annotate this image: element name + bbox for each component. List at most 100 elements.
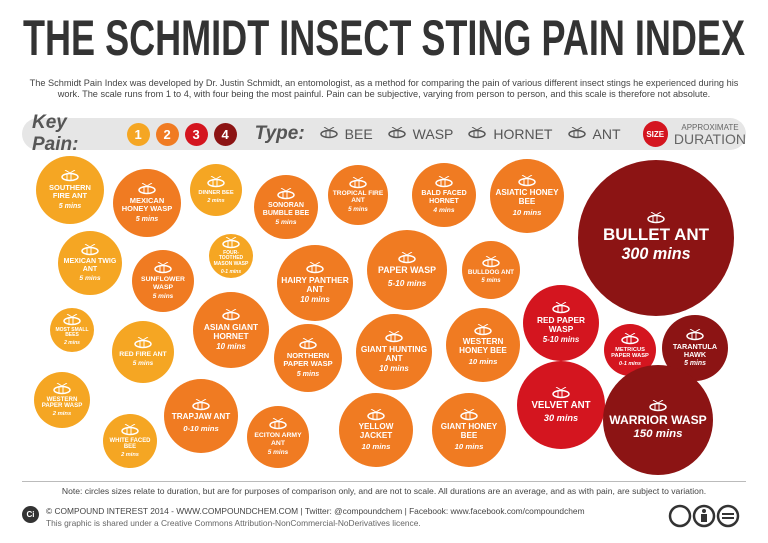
insect-duration: 0-1 mins [220, 268, 242, 275]
bug-icon [367, 408, 385, 421]
type-label: ANT [592, 126, 621, 142]
insect-duration: 10 mins [468, 357, 498, 367]
insect-duration: 5 mins [79, 274, 101, 282]
insect-name: RED FIRE ANT [119, 350, 167, 358]
insect-name: MOST SMALL BEES [55, 326, 89, 338]
insect-duration: 300 mins [621, 245, 691, 264]
insect-name: TRAPJAW ANT [171, 412, 231, 422]
insect-name: FOUR-TOOTHED MASON WASP [213, 250, 249, 267]
bug-icon [306, 261, 324, 273]
insect-name: RED PAPER WASP [536, 314, 586, 334]
logo: Ci [22, 506, 39, 523]
insect-circle: DINNER BEE 2 mins [190, 164, 242, 216]
bug-icon [468, 127, 487, 139]
key-type-title: Type: [254, 123, 305, 144]
type-item: ANT [563, 126, 621, 142]
insect-circle: MEXICAN HONEY WASP 5 mins [113, 169, 181, 237]
bug-icon [192, 399, 210, 411]
bug-icon [63, 313, 81, 325]
pain-level: 1 [126, 122, 150, 146]
pain-level: 2 [155, 122, 179, 146]
bug-icon [518, 174, 536, 187]
bug-icon [435, 176, 453, 188]
insect-circle: BALD FACED HORNET 4 mins [412, 163, 476, 227]
insect-name: YELLOW JACKET [358, 421, 394, 440]
insect-duration: 0-10 mins [183, 423, 219, 433]
insect-circle: WESTERN PAPER WASP 2 mins [34, 372, 90, 428]
type-label: BEE [344, 126, 373, 142]
insect-duration: 2 mins [52, 411, 72, 418]
insect-duration: 2 mins [207, 198, 225, 204]
insect-duration: 5 mins [58, 201, 82, 210]
insect-name: BALD FACED HORNET [421, 190, 467, 205]
insect-circle: PAPER WASP 5-10 mins [367, 230, 447, 310]
insect-circle: MOST SMALL BEES 2 mins [50, 308, 94, 352]
insect-duration: 5 mins [296, 369, 320, 378]
insect-duration: 4 mins [433, 206, 455, 214]
insect-circle: WESTERN HONEY BEE 10 mins [446, 308, 520, 382]
bug-icon [134, 336, 152, 349]
insect-name: DINNER BEE [198, 190, 234, 196]
insect-circle: WARRIOR WASP 150 mins [603, 365, 713, 475]
size-label: APPROXIMATE DURATION [674, 123, 746, 146]
insect-duration: 5 mins [132, 360, 154, 368]
size-badge: SIZE [642, 121, 668, 147]
insect-duration: 5 mins [481, 278, 501, 285]
insect-circle: HAIRY PANTHER ANT 10 mins [277, 245, 353, 321]
insect-name: BULLDOG ANT [467, 268, 515, 276]
bug-icon [474, 323, 492, 336]
insect-duration: 5-10 mins [387, 277, 427, 288]
separator [22, 481, 746, 482]
insect-circle: VELVET ANT 30 mins [517, 361, 605, 449]
insect-name: HAIRY PANTHER ANT [281, 274, 349, 294]
type-item: HORNET [463, 126, 553, 142]
size-line2: DURATION [673, 130, 746, 147]
insect-duration: 10 mins [379, 364, 409, 374]
bug-icon [299, 338, 317, 350]
insect-name: SOUTHERN FIRE ANT [49, 183, 91, 200]
bug-icon [567, 127, 586, 139]
insect-duration: 10 mins [216, 342, 246, 352]
insect-circle: GIANT HUNTING ANT 10 mins [356, 314, 432, 390]
insect-duration: 5 mins [275, 218, 297, 226]
insect-circle: ASIATIC HONEY BEE 10 mins [490, 159, 564, 233]
insect-name: SONORAN BUMBLE BEE [262, 202, 310, 217]
insect-duration: 10 mins [300, 295, 330, 305]
size-line1: APPROXIMATE [681, 122, 739, 132]
insect-duration: 10 mins [361, 442, 391, 452]
insect-duration: 5 mins [684, 360, 706, 368]
pain-level: 4 [213, 122, 237, 146]
insect-name: GIANT HUNTING ANT [360, 343, 428, 363]
insect-circle: NORTHERN PAPER WASP 5 mins [274, 324, 342, 392]
title-area: THE SCHMIDT INSECT STING PAIN INDEX [23, 10, 745, 66]
insect-name: MEXICAN TWIG ANT [63, 258, 117, 273]
insect-name: WHITE FACED BEE [109, 437, 151, 450]
bug-icon [53, 382, 71, 394]
bug-icon [269, 418, 287, 430]
bug-icon [647, 211, 665, 223]
insect-circle: BULLET ANT 300 mins [578, 160, 734, 316]
title: THE SCHMIDT INSECT STING PAIN INDEX [23, 10, 745, 66]
bug-icon [319, 127, 338, 139]
bug-icon [154, 262, 172, 274]
insect-name: ECITON ARMY ANT [254, 432, 302, 447]
insect-name: MEXICAN HONEY WASP [121, 196, 173, 213]
bug-icon [349, 176, 367, 188]
insect-duration: 2 mins [64, 340, 80, 347]
insect-duration: 0-1 mins [619, 361, 641, 367]
insect-name: TARANTULA HAWK [672, 341, 718, 359]
insect-duration: 10 mins [512, 208, 542, 218]
type-item: BEE [315, 126, 373, 142]
bug-icon [552, 301, 570, 313]
bug-icon [385, 330, 403, 342]
insect-circle: WHITE FACED BEE 2 mins [103, 414, 157, 468]
insect-circle: RED PAPER WASP 5-10 mins [523, 285, 599, 361]
insect-circle: GIANT HONEY BEE 10 mins [432, 393, 506, 467]
bug-icon [207, 176, 225, 188]
bug-icon [552, 386, 570, 399]
insect-name: GIANT HONEY BEE [440, 421, 498, 440]
bug-icon [138, 183, 156, 195]
insect-duration: 5 mins [152, 292, 174, 300]
bug-icon [81, 244, 99, 256]
insect-circle: MEXICAN TWIG ANT 5 mins [58, 231, 122, 295]
